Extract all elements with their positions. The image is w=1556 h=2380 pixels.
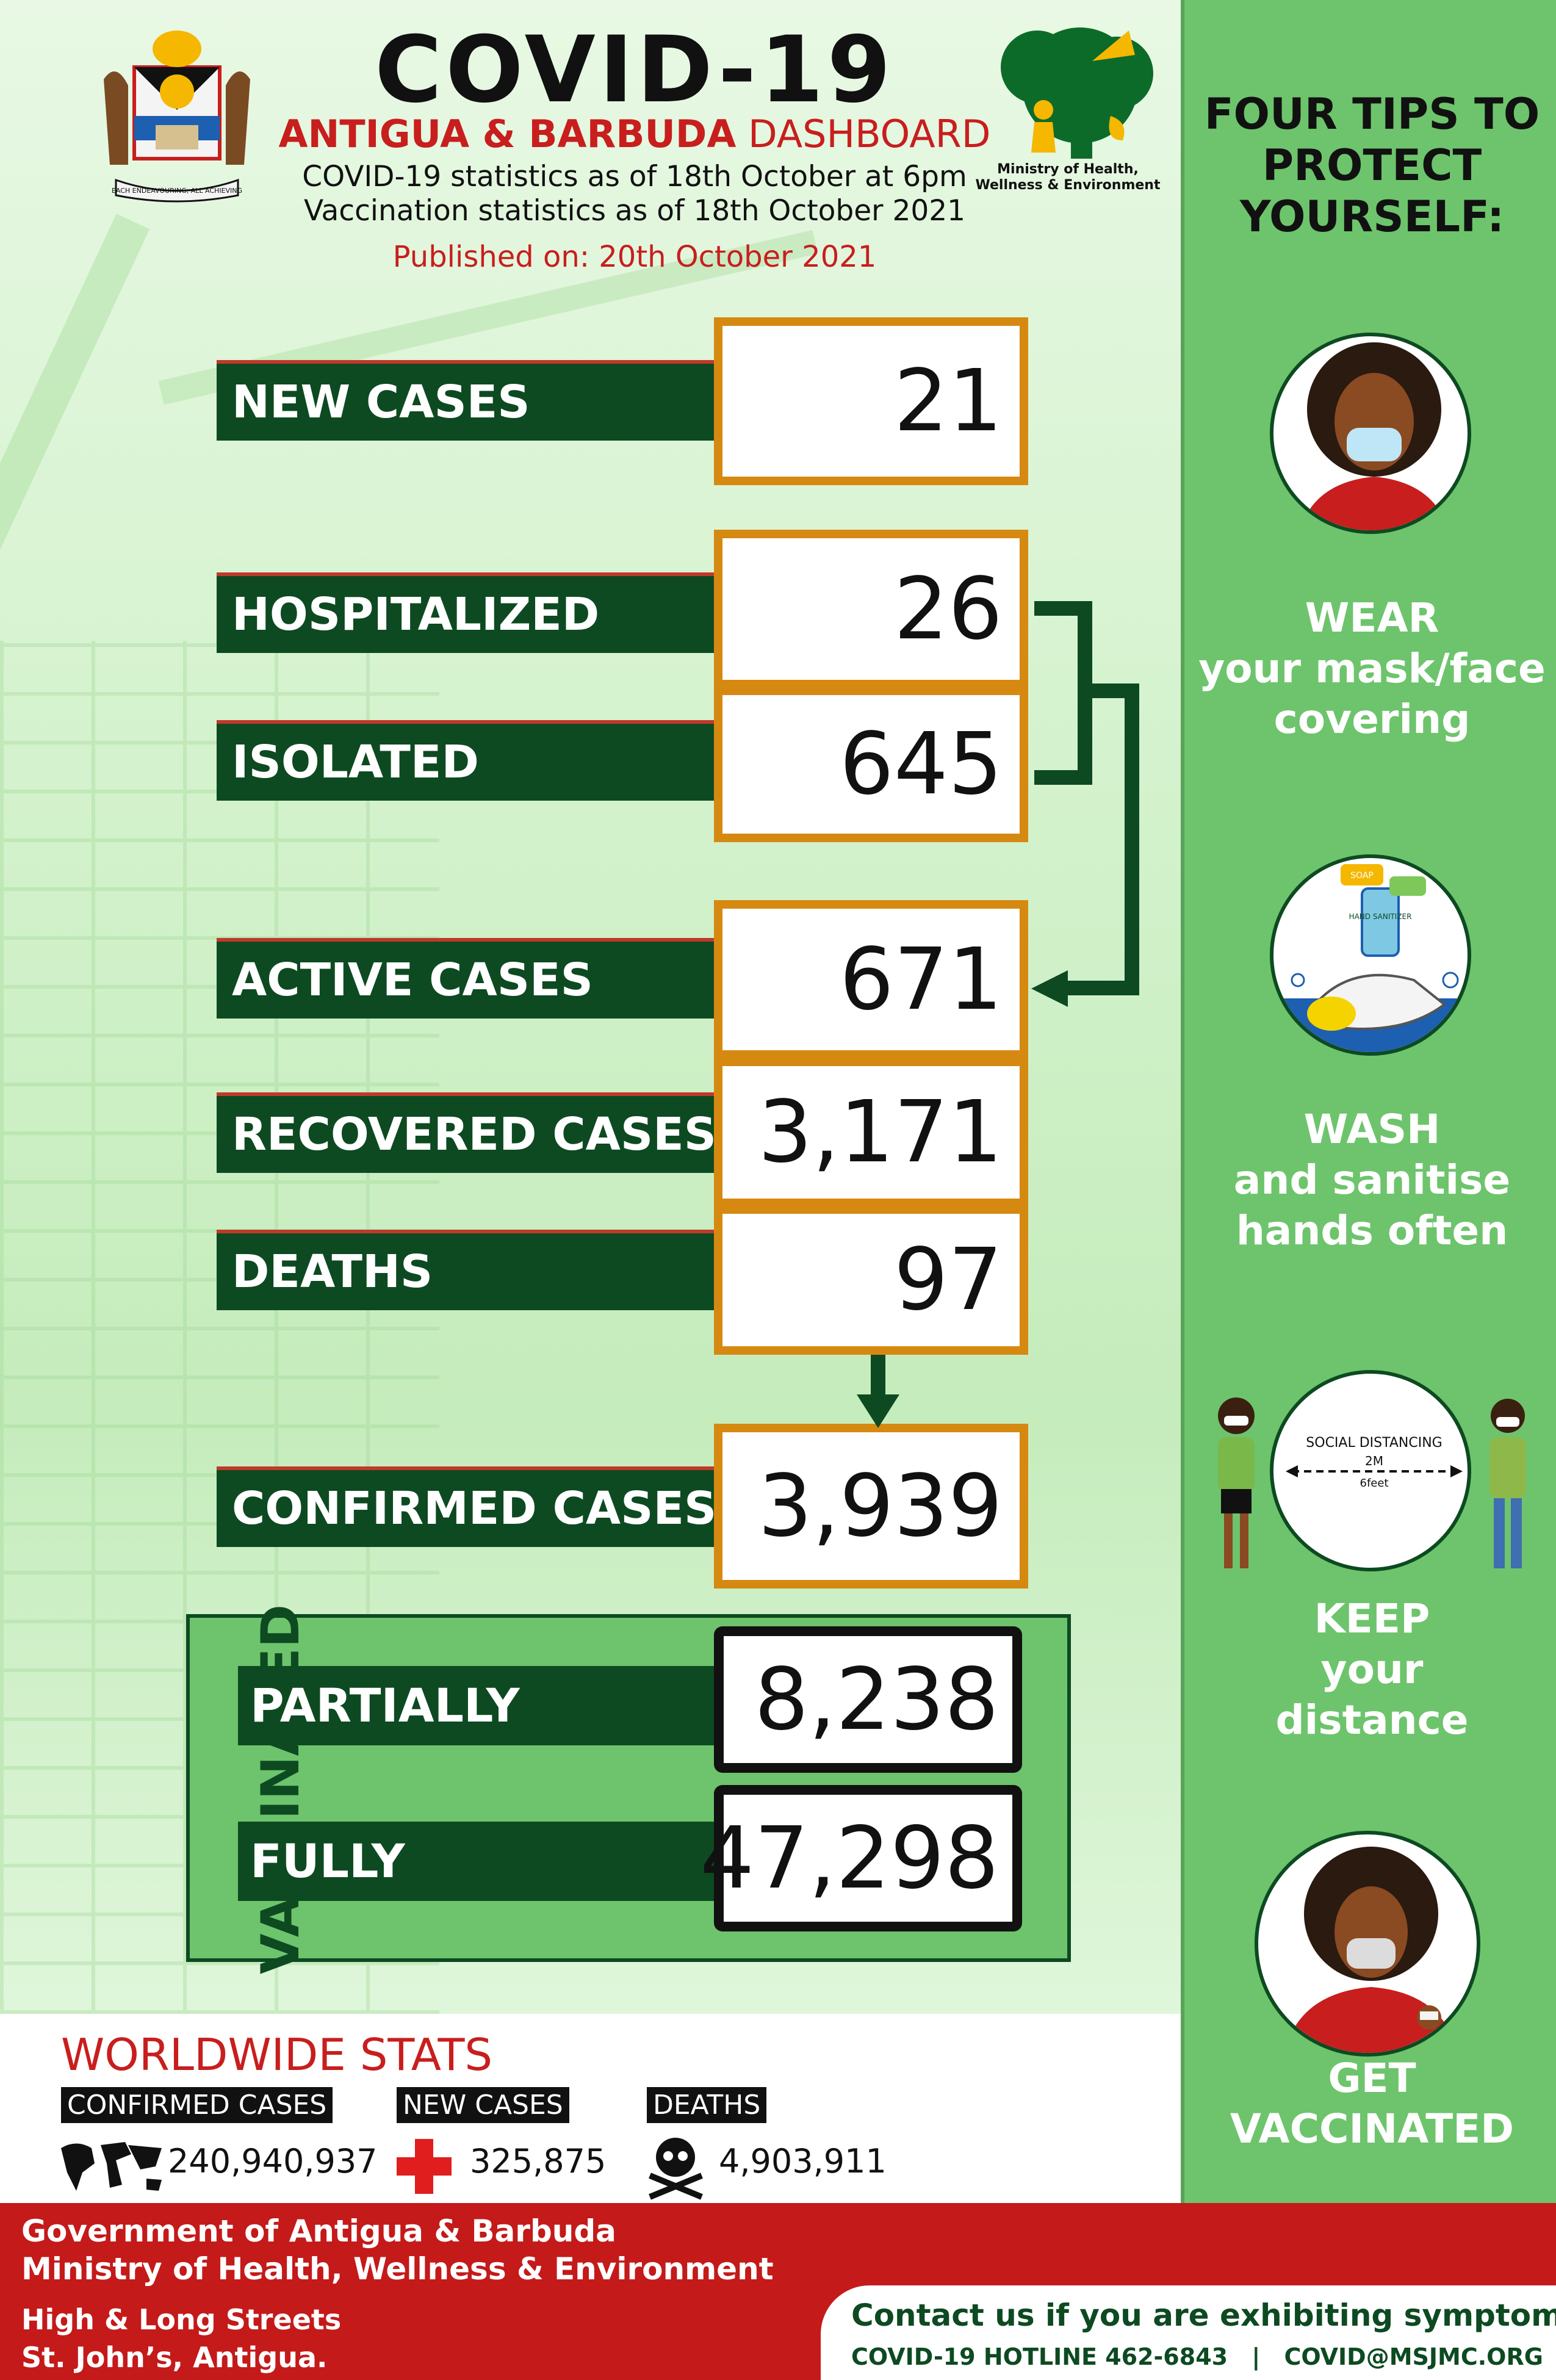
tip-mask-line3: covering	[1273, 696, 1471, 743]
footer-address2: St. John’s, Antigua.	[21, 2341, 328, 2374]
world-map-icon	[61, 2142, 162, 2191]
contact-box	[821, 2285, 1556, 2380]
ministry-logo-icon	[1001, 27, 1153, 159]
worldwide-confirmed-value: 240,940,937	[168, 2142, 378, 2180]
contact-details: COVID-19 HOTLINE 462-6843 | COVID@MSJMC.…	[851, 2343, 1543, 2370]
worldwide-new-value: 325,875	[470, 2142, 607, 2180]
vaccine-illustration	[1255, 1831, 1480, 2057]
tip-mask-heading: WEAR	[1305, 594, 1439, 641]
subtitle-country: ANTIGUA & BARBUDA	[278, 112, 737, 156]
tip-distance-line3: distance	[1275, 1697, 1469, 1744]
partially-value: 8,238	[714, 1626, 1022, 1773]
deaths-label: DEATHS	[217, 1230, 717, 1310]
footer-government: Government of Antigua & Barbuda	[21, 2213, 616, 2249]
svg-text:2M: 2M	[1365, 1454, 1383, 1468]
ministry-caption: Ministry of Health, Wellness & Environme…	[975, 162, 1161, 193]
tip-wash-heading: WASH	[1303, 1106, 1441, 1153]
windmill-sail	[0, 214, 150, 616]
tips-title: FOUR TIPS TO PROTECT YOURSELF:	[1204, 89, 1540, 242]
tip-distance-heading: KEEP	[1314, 1595, 1430, 1642]
svg-text:SOCIAL DISTANCING: SOCIAL DISTANCING	[1306, 1435, 1442, 1451]
recovered-cases-value: 3,171	[714, 1058, 1028, 1207]
person-left-icon	[1218, 1397, 1255, 1568]
svg-text:HAND SANITIZER: HAND SANITIZER	[1349, 912, 1412, 921]
fully-value: 47,298	[700, 1785, 1022, 1931]
hospitalized-label: HOSPITALIZED	[217, 572, 717, 653]
bracket-connector	[1034, 770, 1092, 785]
tip-vaccine-heading: GET	[1328, 2055, 1416, 2102]
confirmed-cases-value: 3,939	[714, 1424, 1028, 1588]
partially-label: PARTIALLY	[238, 1666, 726, 1745]
bracket-connector	[1065, 981, 1139, 995]
svg-text:SOAP: SOAP	[1350, 871, 1374, 881]
footer-address1: High & Long Streets	[21, 2303, 342, 2336]
email-link[interactable]: COVID@MSJMC.ORG	[1284, 2343, 1543, 2370]
page-subtitle: ANTIGUA & BARBUDA DASHBOARD	[268, 113, 1001, 156]
wash-illustration: HAND SANITIZER SOAP	[1270, 854, 1471, 1056]
isolated-value: 645	[714, 687, 1028, 842]
bracket-connector	[1125, 683, 1139, 995]
person-right-icon	[1489, 1399, 1526, 1568]
tip-wash-line3: hands often	[1236, 1207, 1508, 1254]
new-cases-label: NEW CASES	[217, 360, 717, 441]
page-title: COVID-19	[375, 17, 895, 123]
fully-label: FULLY	[238, 1822, 726, 1901]
worldwide-confirmed-label: CONFIRMED CASES	[61, 2087, 333, 2123]
stats-date-line: COVID-19 statistics as of 18th October a…	[302, 160, 967, 193]
mask-illustration	[1270, 333, 1471, 534]
contact-separator: |	[1252, 2343, 1261, 2370]
coat-of-arms-icon: EACH ENDEAVOURING, ALL ACHIEVING	[104, 31, 250, 203]
tip-vaccine-line2: VACCINATED	[1230, 2105, 1515, 2152]
tips-panel: FOUR TIPS TO PROTECT YOURSELF: WEAR your…	[1181, 0, 1556, 2203]
arrow-down-icon	[857, 1394, 899, 1428]
active-cases-value: 671	[714, 900, 1028, 1059]
skull-crossbones-icon	[649, 2138, 703, 2200]
deaths-value: 97	[714, 1205, 1028, 1355]
recovered-cases-label: RECOVERED CASES	[217, 1092, 717, 1173]
confirmed-cases-label: CONFIRMED CASES	[217, 1466, 717, 1547]
social-distance-icon: SOCIAL DISTANCING 2M 6feet	[1286, 1435, 1463, 1490]
worldwide-deaths-label: DEATHS	[647, 2087, 767, 2123]
tip-distance-line2: your	[1320, 1646, 1424, 1693]
worldwide-stats-title: WORLDWIDE STATS	[61, 2029, 493, 2080]
hotline-link[interactable]: COVID-19 HOTLINE 462-6843	[851, 2343, 1228, 2370]
contact-message: Contact us if you are exhibiting symptom…	[851, 2298, 1556, 2333]
footer-ministry: Ministry of Health, Wellness & Environme…	[21, 2251, 774, 2287]
active-cases-label: ACTIVE CASES	[217, 938, 717, 1019]
arrow-left-icon	[1031, 970, 1068, 1007]
tip-mask-line2: your mask/face	[1198, 645, 1546, 692]
hand-washing-icon: HAND SANITIZER SOAP	[1273, 864, 1468, 1052]
red-cross-icon	[397, 2139, 452, 2194]
published-date: Published on: 20th October 2021	[392, 240, 877, 274]
arrow-connector	[871, 1355, 885, 1401]
tip-wash-line2: and sanitise	[1233, 1156, 1511, 1203]
svg-text:6feet: 6feet	[1360, 1477, 1389, 1490]
isolated-label: ISOLATED	[217, 720, 717, 801]
vaccinated-person-icon	[1284, 1847, 1458, 2053]
vaccination-date-line: Vaccination statistics as of 18th Octobe…	[303, 194, 966, 228]
mask-person-icon	[1300, 342, 1449, 530]
hospitalized-value: 26	[714, 530, 1028, 688]
worldwide-deaths-value: 4,903,911	[719, 2142, 887, 2180]
new-cases-value: 21	[714, 317, 1028, 485]
coat-motto: EACH ENDEAVOURING, ALL ACHIEVING	[112, 187, 242, 195]
worldwide-new-label: NEW CASES	[397, 2087, 569, 2123]
subtitle-dashboard: DASHBOARD	[736, 112, 991, 156]
distance-illustration: SOCIAL DISTANCING 2M 6feet	[1270, 1370, 1471, 1571]
